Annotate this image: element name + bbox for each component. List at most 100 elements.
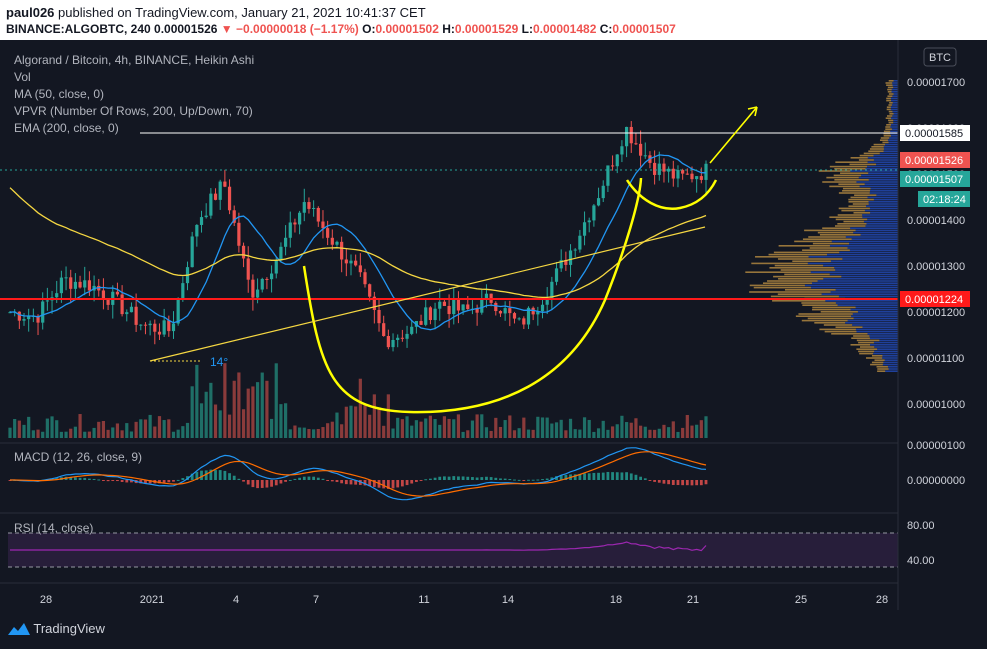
macd-hist-bar bbox=[573, 474, 577, 480]
vp-row-up bbox=[893, 113, 898, 115]
vp-row-down bbox=[856, 339, 880, 342]
volume-bar bbox=[568, 418, 573, 438]
vp-row-down bbox=[883, 132, 891, 135]
volume-bar bbox=[199, 403, 204, 438]
candle-body bbox=[438, 301, 442, 309]
macd-hist-bar bbox=[237, 478, 241, 480]
macd-hist-bar bbox=[667, 480, 671, 485]
macd-hist-bar bbox=[601, 472, 605, 480]
vp-row-down bbox=[863, 152, 880, 155]
candle-body bbox=[410, 326, 414, 334]
vp-row-up bbox=[888, 368, 898, 370]
candle-body bbox=[8, 312, 12, 314]
candle-body bbox=[354, 260, 358, 266]
vp-row-down bbox=[819, 328, 856, 331]
vp-row-up bbox=[887, 366, 898, 368]
vp-row-down bbox=[885, 126, 891, 128]
macd-hist-bar bbox=[480, 477, 484, 480]
vp-row-down bbox=[755, 256, 809, 258]
vp-row-up bbox=[892, 110, 898, 113]
vp-row-up bbox=[869, 192, 898, 194]
macd-hist-bar bbox=[274, 480, 278, 486]
candle-body bbox=[246, 258, 250, 280]
vp-row-down bbox=[838, 207, 870, 210]
vp-row-down bbox=[886, 99, 892, 102]
candle-body bbox=[695, 176, 699, 180]
volume-bar bbox=[470, 420, 475, 438]
time-axis[interactable]: 28 2021 4 7 11 14 18 21 25 28 bbox=[40, 594, 888, 606]
volume-bar bbox=[428, 415, 433, 438]
macd-hist-bar bbox=[433, 477, 437, 480]
vp-row-up bbox=[869, 335, 898, 337]
trend-line[interactable] bbox=[149, 226, 706, 362]
low-value: 0.00001482 bbox=[532, 22, 597, 36]
tradingview-logo[interactable]: TradingView bbox=[8, 621, 105, 636]
macd-hist-bar bbox=[611, 472, 614, 480]
macd-hist-bar bbox=[531, 479, 535, 481]
volume-bar bbox=[653, 429, 657, 438]
chart-canvas[interactable]: 14° Algorand / Bitcoin, 4h, BINANCE, Hei… bbox=[0, 40, 987, 610]
volume-bar bbox=[498, 426, 503, 438]
candle-body bbox=[382, 323, 386, 337]
candle-body bbox=[452, 299, 456, 315]
vp-row-up bbox=[835, 302, 898, 304]
vp-row-down bbox=[859, 352, 874, 355]
candle-body bbox=[36, 315, 40, 323]
rsi-tick-1: 40.00 bbox=[907, 555, 935, 567]
vp-row-down bbox=[887, 88, 892, 91]
candle-body bbox=[204, 215, 208, 218]
macd-hist-bar bbox=[695, 480, 699, 486]
vp-row-down bbox=[854, 194, 877, 196]
publisher-name[interactable]: paul026 bbox=[6, 5, 55, 20]
vp-row-down bbox=[835, 218, 868, 221]
last-close-price-tag: 0.00001526 bbox=[900, 152, 970, 168]
vp-row-down bbox=[874, 359, 885, 361]
currency-button[interactable]: BTC bbox=[923, 47, 957, 67]
low-label: L: bbox=[521, 22, 533, 36]
volume-bar bbox=[634, 418, 638, 438]
candle-body bbox=[148, 323, 152, 326]
vp-row-down bbox=[835, 326, 863, 328]
candle-body bbox=[442, 301, 447, 306]
vp-row-down bbox=[751, 262, 808, 265]
candle-body bbox=[662, 163, 666, 172]
vp-row-up bbox=[867, 218, 898, 221]
candle-body bbox=[475, 308, 479, 313]
time-tick-4: 11 bbox=[418, 594, 429, 606]
vp-row-up bbox=[874, 350, 898, 353]
volume-bar bbox=[195, 364, 199, 438]
time-tick-0: 28 bbox=[40, 594, 52, 606]
candle-body bbox=[335, 241, 339, 245]
macd-hist-bar bbox=[466, 476, 470, 480]
volume-bar bbox=[153, 426, 157, 438]
vp-row-up bbox=[879, 339, 898, 342]
vp-row-down bbox=[843, 220, 864, 223]
candle-body bbox=[255, 289, 260, 298]
volume-bar bbox=[508, 415, 512, 438]
vp-row-down bbox=[767, 280, 818, 282]
vp-row-up bbox=[861, 174, 898, 177]
vp-row-up bbox=[891, 124, 898, 126]
price-change: −0.00000018 (−1.17%) bbox=[236, 22, 359, 36]
volume-bar bbox=[227, 414, 232, 438]
vp-row-up bbox=[855, 229, 898, 232]
macd-hist-bar bbox=[653, 480, 657, 482]
candle-body bbox=[312, 207, 316, 209]
vp-row-up bbox=[808, 256, 898, 258]
volume-bar bbox=[265, 380, 269, 438]
vp-row-up bbox=[891, 128, 898, 130]
vp-row-up bbox=[865, 225, 898, 227]
cup-handle-annotation[interactable] bbox=[302, 106, 758, 414]
vp-row-down bbox=[885, 128, 892, 130]
vp-row-up bbox=[870, 344, 898, 346]
candle-body bbox=[176, 298, 180, 324]
white-line-price-tag: 0.00001585 bbox=[900, 125, 970, 141]
volume-bar bbox=[526, 429, 531, 438]
macd-hist-bar bbox=[344, 480, 348, 485]
vp-row-down bbox=[889, 113, 894, 115]
macd-hist-bar bbox=[106, 480, 110, 482]
macd-hist-bar bbox=[522, 480, 526, 481]
macd-hist-bar bbox=[209, 469, 213, 480]
macd-hist-bar bbox=[69, 477, 73, 480]
vp-row-up bbox=[892, 102, 898, 104]
